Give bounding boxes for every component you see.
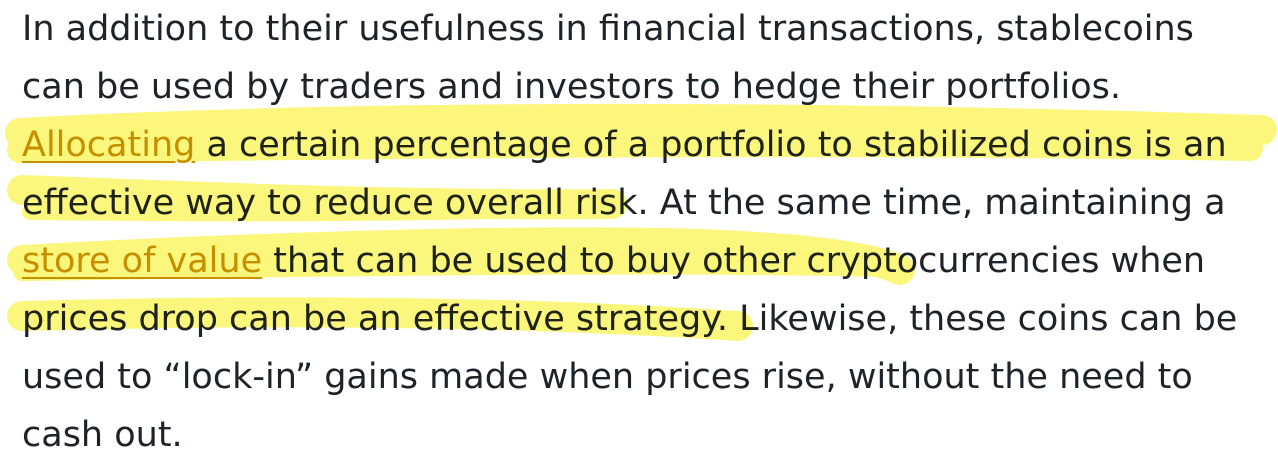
paragraph-line: prices drop can be an effective strategy…: [22, 299, 1238, 339]
paragraph-line: In addition to their usefulness in finan…: [22, 9, 1194, 49]
paragraph-line: store of value that can be used to buy o…: [22, 232, 1205, 290]
store-of-value-link[interactable]: store of value: [22, 241, 263, 281]
paragraph-line: used to “lock-in” gains made when prices…: [22, 357, 1193, 397]
paragraph-line: Allocating a certain percentage of a por…: [22, 116, 1227, 174]
line-text: a certain percentage of a portfolio to s…: [195, 125, 1227, 165]
paragraph-line: can be used by traders and investors to …: [22, 67, 1121, 107]
allocating-link[interactable]: Allocating: [22, 125, 196, 165]
paragraph-line: effective way to reduce overall risk. At…: [22, 183, 1226, 223]
paragraph-line: cash out.: [22, 415, 183, 455]
line-text: that can be used to buy other cryptocurr…: [262, 241, 1206, 281]
